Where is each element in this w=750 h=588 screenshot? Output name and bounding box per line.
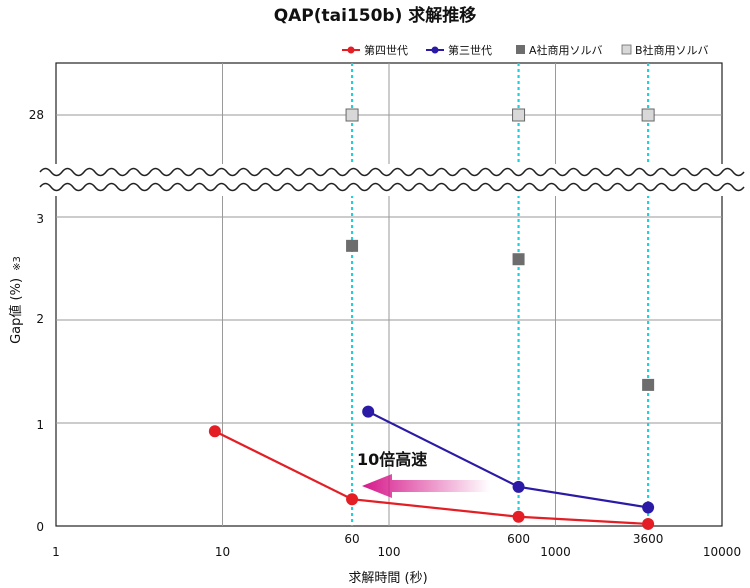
y-axis-label: Gap値 (%) (8, 278, 24, 344)
x-marker-label: 3600 (633, 532, 664, 546)
legend-marker-series-3 (516, 45, 525, 54)
data-point (512, 253, 525, 266)
data-point (512, 108, 526, 122)
data-point (642, 517, 655, 530)
data-point (512, 510, 525, 523)
data-point (346, 493, 359, 506)
data-point (346, 239, 359, 252)
axis-break-wave-upper (39, 167, 745, 177)
x-marker-label: 60 (344, 532, 359, 546)
legend-marker-series-4 (621, 44, 632, 55)
y-tick-label-upper: 28 (29, 108, 44, 122)
x-tick-label: 1 (52, 545, 60, 559)
speedup-arrow (362, 474, 490, 498)
data-point (642, 378, 655, 391)
y-tick-label: 0 (36, 520, 44, 534)
legend: 第四世代 第三世代 A社商用ソルバ B社商用ソルバ (342, 43, 709, 57)
axis-break (39, 164, 745, 196)
series-layer (208, 108, 655, 530)
y-axis-note: ※3 (12, 256, 23, 271)
x-axis-label: 求解時間 (秒) (348, 571, 427, 586)
legend-marker-series-1 (347, 46, 355, 54)
legend-marker-series-2 (431, 46, 439, 54)
chart-title: QAP(tai150b) 求解推移 (274, 5, 477, 26)
data-point (641, 108, 655, 122)
x-marker-label: 600 (507, 532, 530, 546)
data-point (512, 480, 525, 493)
x-tick-label: 100 (378, 545, 401, 559)
y-tick-label: 2 (36, 312, 44, 326)
y-axis-label-group: Gap値 (%) ※3 (8, 256, 24, 344)
speedup-annotation-label: 10倍高速 (357, 450, 427, 469)
legend-label-series-3: A社商用ソルバ (529, 43, 603, 57)
axis-break-wave-lower (39, 182, 745, 192)
legend-label-series-4: B社商用ソルバ (635, 43, 709, 57)
x-tick-labels: 1 10 100 1000 10000 60 600 3600 (52, 532, 741, 559)
x-tick-label: 10000 (703, 545, 741, 559)
data-point (362, 405, 375, 418)
data-point (642, 501, 655, 514)
y-tick-label: 1 (36, 418, 44, 432)
speedup-annotation: 10倍高速 (357, 450, 490, 498)
svg-text:Gap値 (%) ※3: Gap値 (%) ※3 (8, 256, 24, 344)
series-2 (362, 405, 655, 514)
x-marker-lines (350, 63, 650, 526)
series-line (214, 430, 649, 526)
legend-label-series-1: 第四世代 (364, 43, 408, 57)
series-4 (345, 108, 655, 122)
legend-label-series-2: 第三世代 (448, 43, 492, 57)
x-tick-label: 10 (215, 545, 230, 559)
x-tick-label: 1000 (540, 545, 571, 559)
grid (56, 63, 722, 526)
series-3 (346, 239, 655, 391)
data-point (345, 108, 359, 122)
y-tick-label: 3 (36, 212, 44, 226)
data-point (208, 425, 221, 438)
series-1 (208, 425, 655, 530)
y-tick-labels: 0 1 2 3 28 (29, 108, 44, 534)
